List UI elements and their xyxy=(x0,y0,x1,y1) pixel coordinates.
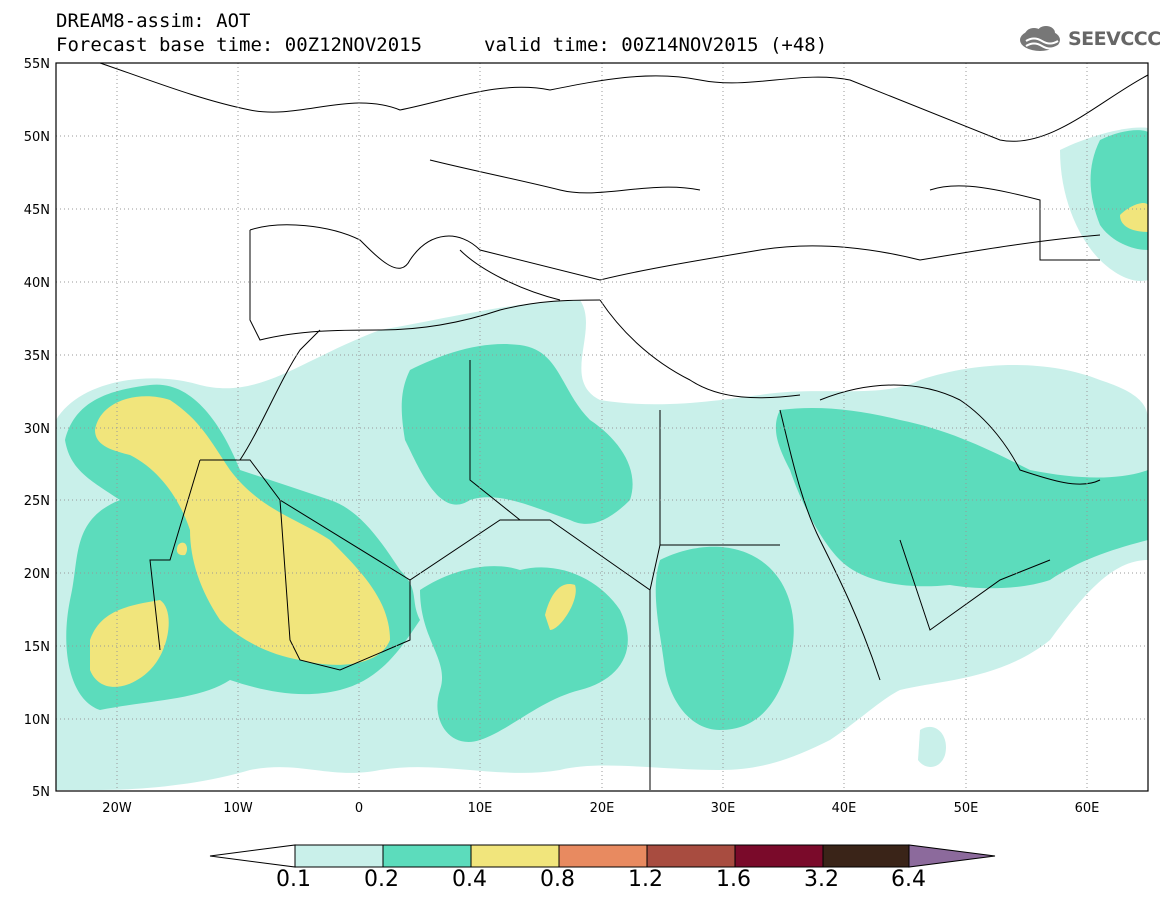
map-frame xyxy=(55,62,1149,792)
lat-label: 15N xyxy=(24,640,50,655)
colorbar-tick: 0.8 xyxy=(540,867,575,892)
lat-label: 55N xyxy=(24,57,50,72)
lon-label: 30E xyxy=(711,801,736,816)
colorbar-tick: 0.2 xyxy=(364,867,399,892)
colorbar-tick: 0.4 xyxy=(452,867,487,892)
logo-text: SEEVCCC xyxy=(1068,28,1161,50)
lon-label: 60E xyxy=(1075,801,1100,816)
lon-labels: 20W 10W 0 10E 20E 30E 40E 50E 60E xyxy=(102,801,1099,816)
lat-label: 50N xyxy=(24,130,50,145)
colorbar-tick: 6.4 xyxy=(891,867,926,892)
colorbar-tick: 3.2 xyxy=(804,867,839,892)
lon-label: 10E xyxy=(468,801,493,816)
lat-label: 25N xyxy=(24,494,50,509)
country-borders xyxy=(99,63,1148,790)
lat-labels: 55N 50N 45N 40N 35N 30N 25N 20N 15N 10N … xyxy=(24,57,50,800)
colorbar-tick: 1.2 xyxy=(628,867,663,892)
map-title: DREAM8-assim: AOT xyxy=(56,10,251,32)
lat-label: 20N xyxy=(24,567,50,582)
cloud-logo-icon xyxy=(1020,26,1060,51)
lat-label: 5N xyxy=(32,785,50,800)
lat-label: 40N xyxy=(24,276,50,291)
lat-label: 45N xyxy=(24,203,50,218)
aot-contours xyxy=(56,127,1148,790)
lon-label: 50E xyxy=(954,801,979,816)
lon-label: 40E xyxy=(832,801,857,816)
lat-label: 10N xyxy=(24,713,50,728)
lon-label: 10W xyxy=(223,801,253,816)
colorbar-tick: 0.1 xyxy=(276,867,311,892)
forecast-base-time: Forecast base time: 00Z12NOV2015 xyxy=(56,34,423,56)
lon-label: 20W xyxy=(102,801,132,816)
lon-label: 0 xyxy=(355,801,363,816)
map-grid xyxy=(56,63,1148,791)
lat-label: 30N xyxy=(24,422,50,437)
valid-time: valid time: 00Z14NOV2015 (+48) xyxy=(484,34,828,56)
aot-band-0.4 xyxy=(90,203,1148,687)
lon-label: 20E xyxy=(590,801,615,816)
lat-label: 35N xyxy=(24,349,50,364)
colorbar-tick: 1.6 xyxy=(716,867,751,892)
